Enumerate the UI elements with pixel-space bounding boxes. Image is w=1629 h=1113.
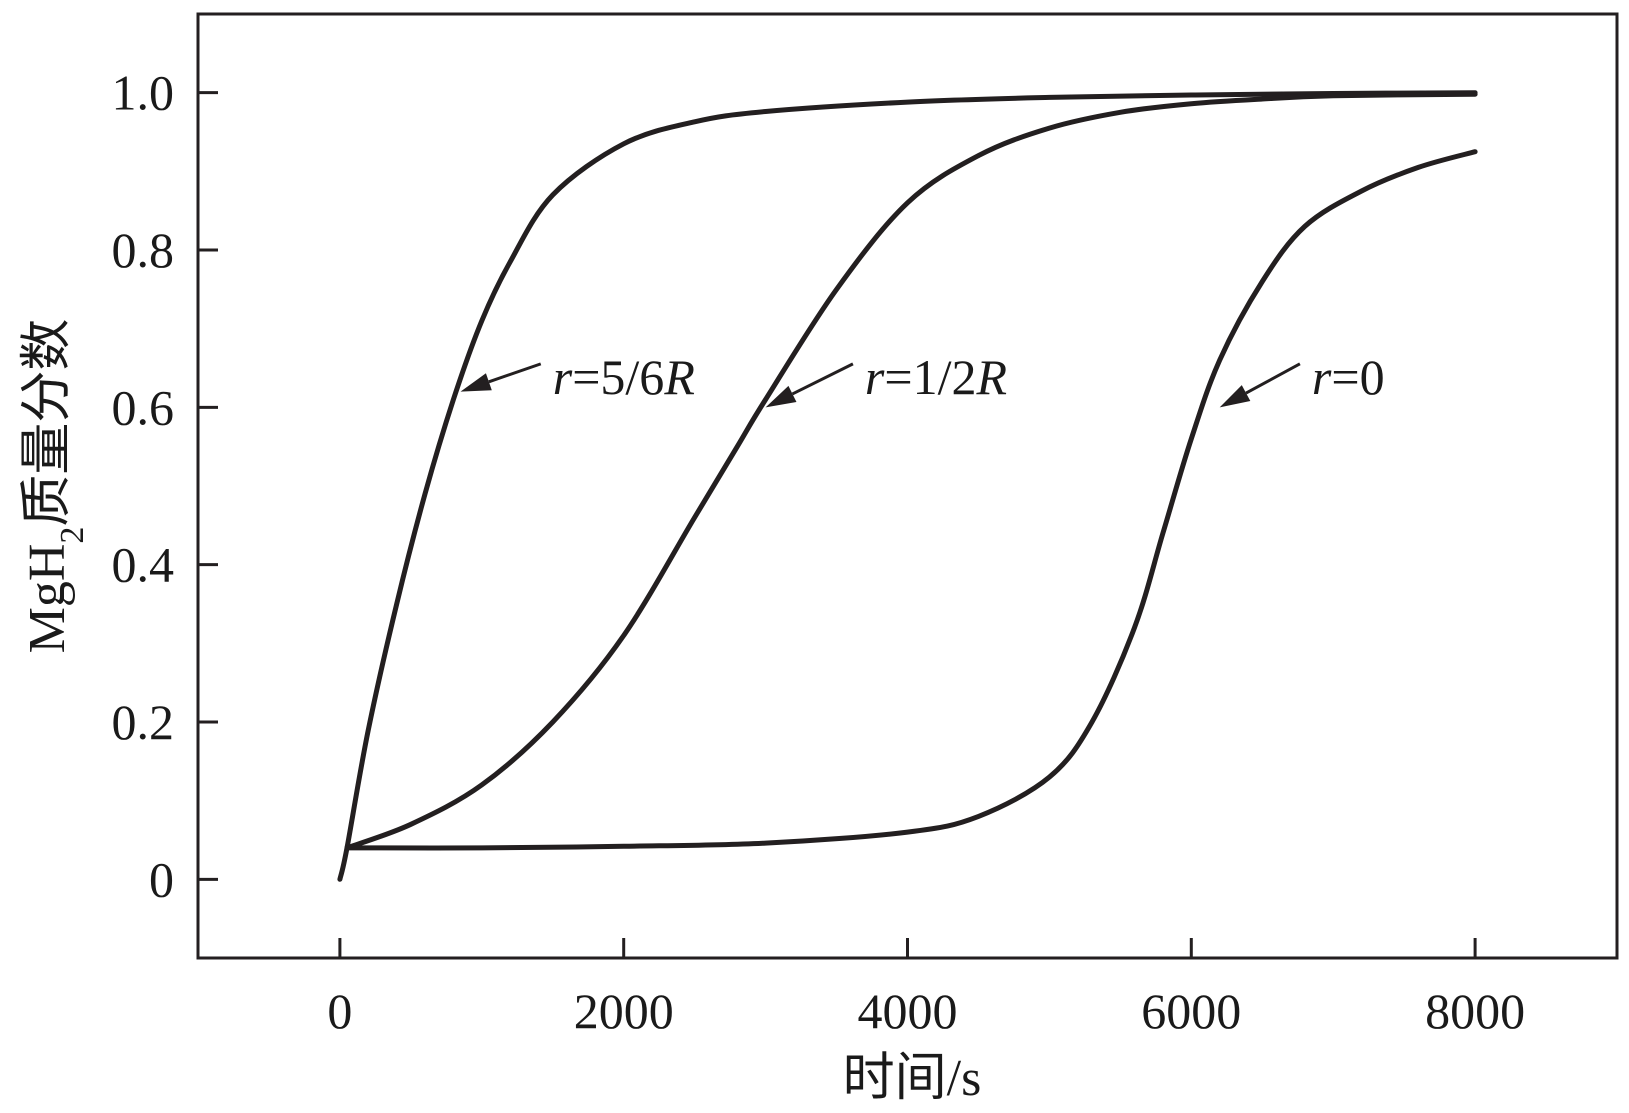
annotation-arrow-line <box>791 362 854 396</box>
x-tick-label: 8000 <box>1425 983 1525 1039</box>
series-line-1 <box>337 90 1478 882</box>
tick-labels: 0 2000 4000 6000 8000 0 0.2 0.4 0.6 0.8 1.0 <box>112 65 1526 1039</box>
x-tick-label: 0 <box>327 983 352 1039</box>
y-tick-label: 1.0 <box>112 65 175 121</box>
series-label-unit: R <box>663 349 695 405</box>
series-label-value: =0 <box>1331 349 1384 405</box>
y-axis-label-rest: 质量分数 <box>19 319 76 527</box>
series-label-value: =5/6 <box>572 349 664 405</box>
series-label-var: r <box>865 349 885 405</box>
annotation-arrow-line <box>488 362 542 384</box>
annotations: r=5/6R r=1/2R r=0 <box>460 349 1385 408</box>
annotation-arrow-head <box>765 385 797 408</box>
x-tick-label: 4000 <box>858 983 958 1039</box>
y-tick-label: 0.2 <box>112 694 175 750</box>
plot-frame <box>196 12 1619 960</box>
x-tick-label: 6000 <box>1141 983 1241 1039</box>
ticks <box>198 91 1477 958</box>
series-line-3 <box>344 149 1478 851</box>
y-tick-label: 0.8 <box>112 222 175 278</box>
curves <box>337 90 1478 882</box>
series-label-unit: R <box>975 349 1007 405</box>
y-axis-label-sub: 2 <box>54 527 91 544</box>
x-tick-label: 2000 <box>574 983 674 1039</box>
series-label: r=5/6R <box>553 349 695 405</box>
series-label-var: r <box>553 349 573 405</box>
y-tick-label: 0.6 <box>112 379 175 435</box>
series-label-value: =1/2 <box>884 349 976 405</box>
series-line-2 <box>344 91 1478 851</box>
series-label: r=0 <box>1312 349 1385 405</box>
annotation-arrow-head <box>1219 385 1251 408</box>
y-tick-label: 0 <box>149 851 174 907</box>
annotation-arrow-head <box>460 373 492 392</box>
x-axis-label: 时间/s <box>843 1050 982 1107</box>
y-axis-label: MgH2质量分数 <box>19 319 91 654</box>
y-axis-label-main: MgH <box>19 544 76 654</box>
annotation-arrow-line <box>1245 362 1301 395</box>
series-label-var: r <box>1312 349 1332 405</box>
series-label: r=1/2R <box>865 349 1007 405</box>
y-tick-label: 0.4 <box>112 537 175 593</box>
